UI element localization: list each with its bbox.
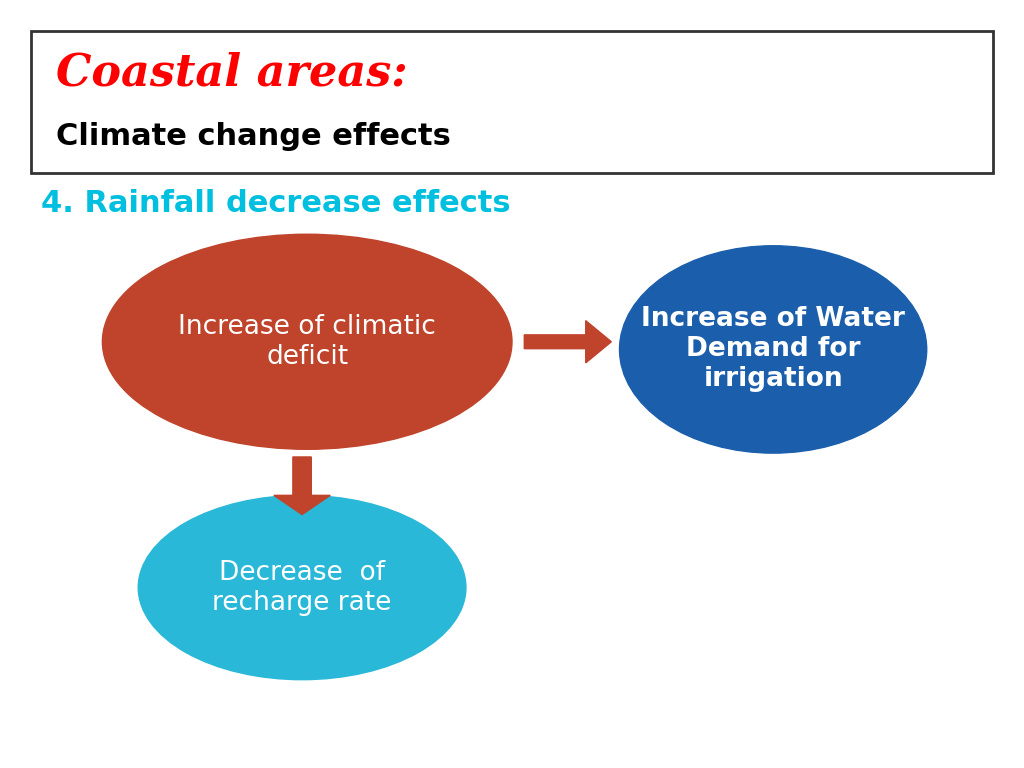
Text: Increase of climatic
deficit: Increase of climatic deficit: [178, 314, 436, 369]
Text: Increase of Water
Demand for
irrigation: Increase of Water Demand for irrigation: [641, 306, 905, 392]
FancyBboxPatch shape: [31, 31, 993, 173]
Text: 4. Rainfall decrease effects: 4. Rainfall decrease effects: [41, 189, 511, 218]
Text: Decrease  of
recharge rate: Decrease of recharge rate: [212, 560, 392, 615]
FancyArrow shape: [524, 321, 611, 362]
Text: Coastal areas:: Coastal areas:: [56, 51, 408, 94]
Ellipse shape: [102, 234, 512, 449]
Text: Climate change effects: Climate change effects: [56, 122, 452, 151]
Ellipse shape: [138, 495, 466, 680]
Ellipse shape: [620, 246, 927, 453]
FancyArrow shape: [273, 457, 330, 515]
